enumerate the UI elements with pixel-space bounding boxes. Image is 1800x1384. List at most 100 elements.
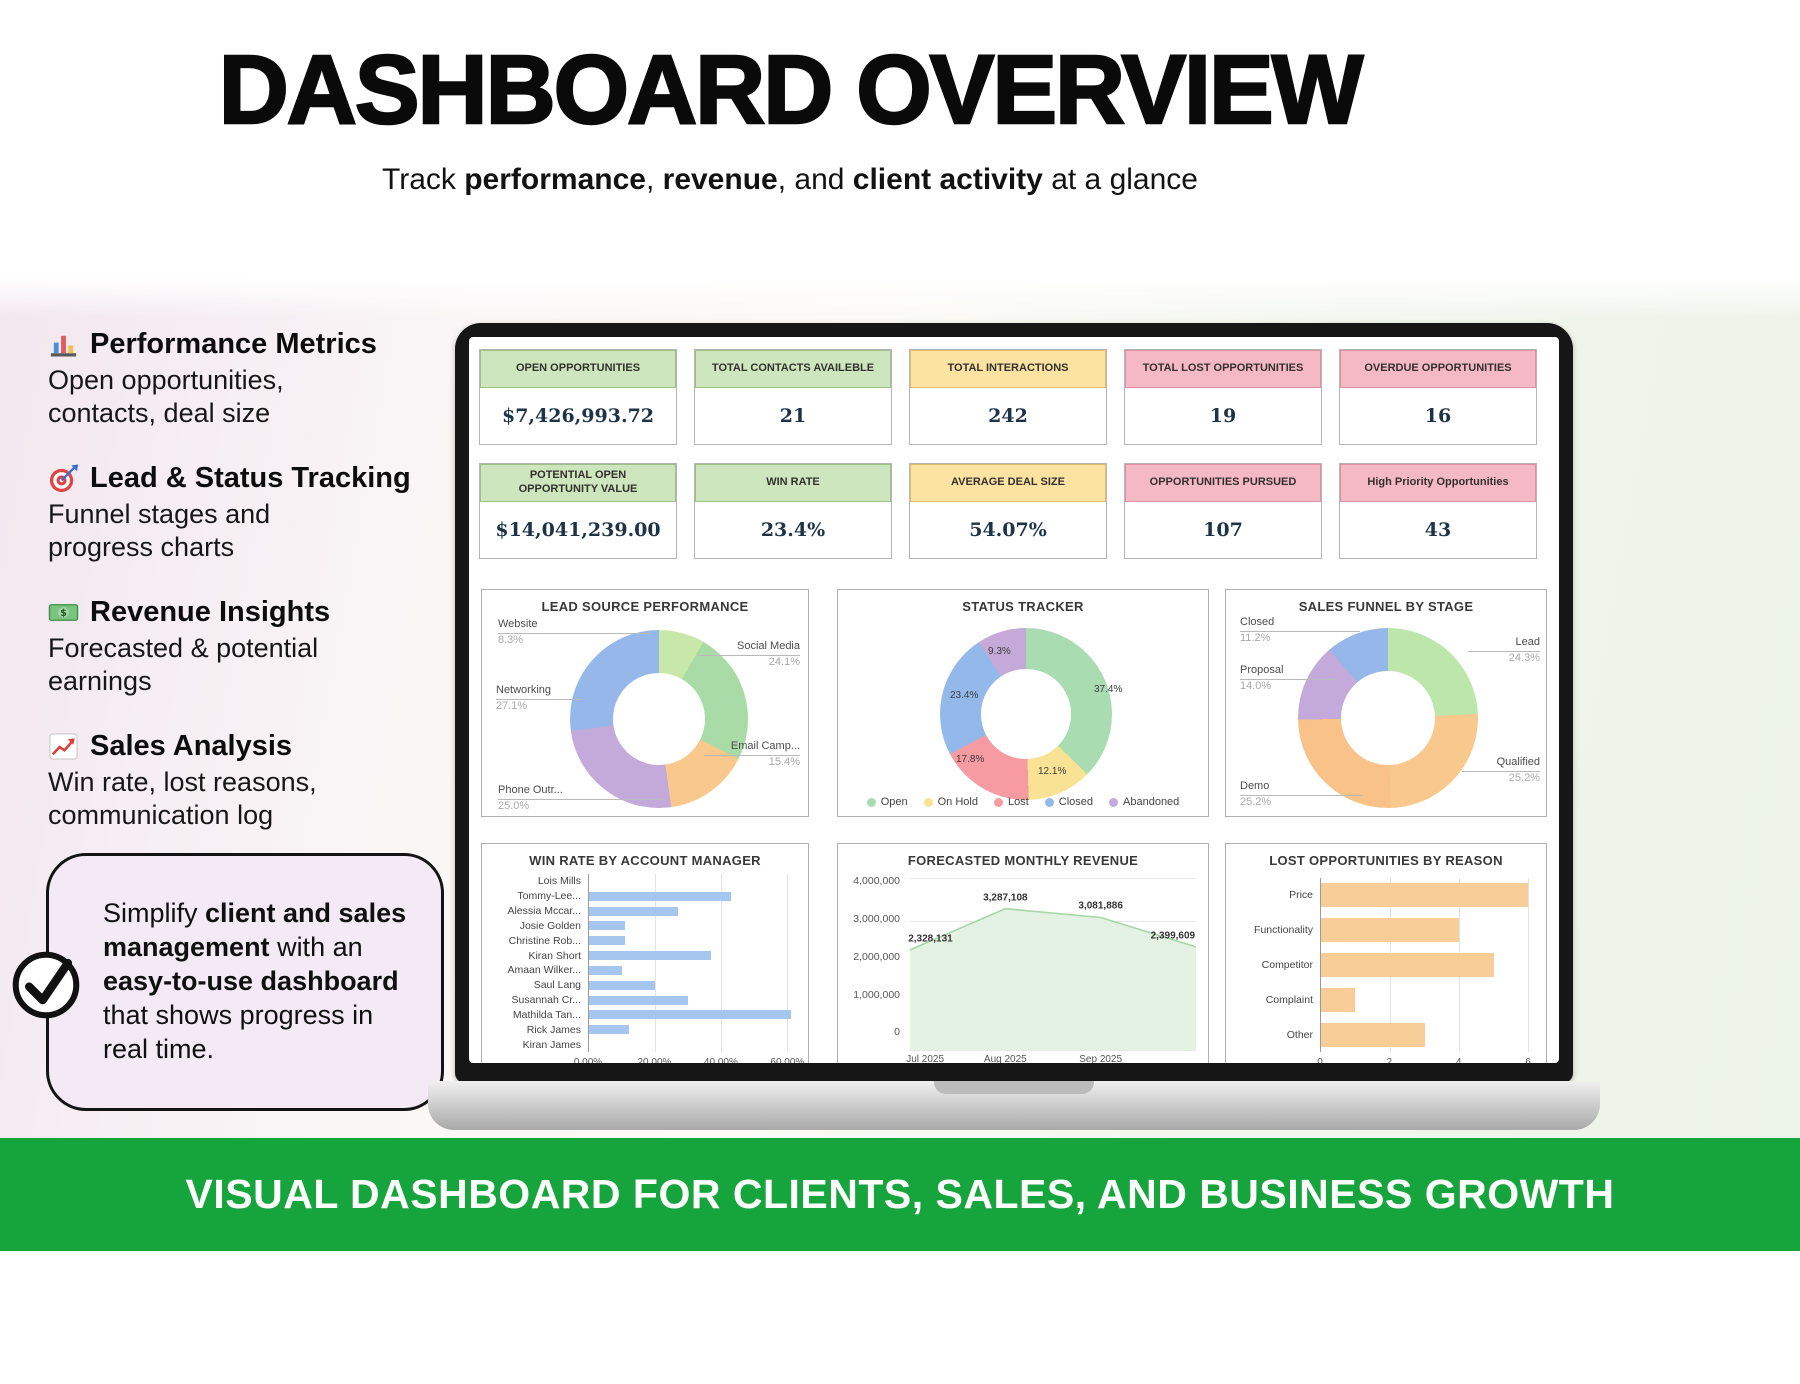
hero-header: DASHBOARD OVERVIEW Track performance, re… bbox=[90, 34, 1490, 197]
win-rate-panel: WIN RATE BY ACCOUNT MANAGER Lois Mills To… bbox=[481, 843, 809, 1063]
donut-label-percent: 24.3% bbox=[1508, 651, 1540, 664]
bar-category-labels: Price Functionality Competitor Complaint Oth… bbox=[1240, 878, 1320, 1052]
kpi-label: High Priority Opportunities bbox=[1340, 464, 1536, 502]
kpi-card: POTENTIAL OPEN OPPORTUNITY VALUE $14,041,… bbox=[479, 463, 677, 559]
kpi-card: OPPORTUNITIES PURSUED 107 bbox=[1124, 463, 1322, 559]
x-axis-ticks: 0.00% 20.00% 40.00% 60.00% bbox=[574, 1054, 804, 1063]
legend-item: Closed bbox=[1044, 796, 1094, 808]
donut-label-name: Networking bbox=[496, 684, 582, 700]
legend-label: Abandoned bbox=[1123, 796, 1180, 808]
bar-row bbox=[589, 936, 794, 946]
kpi-label: OPEN OPPORTUNITIES bbox=[480, 350, 676, 388]
feature-title: Revenue Insights bbox=[90, 595, 331, 628]
bar-category-label: Kiran James bbox=[522, 1038, 581, 1051]
bar-category-labels: Lois Mills Tommy-Lee... Alessia Mccar... Jo… bbox=[492, 874, 588, 1052]
donut-label-name: Qualified bbox=[1462, 756, 1540, 772]
bars bbox=[1321, 878, 1528, 1052]
data-point-label: 2,328,131 bbox=[908, 933, 953, 945]
data-point-label: 3,287,108 bbox=[983, 892, 1028, 904]
lost-reasons-panel: LOST OPPORTUNITIES BY REASON Price Functi… bbox=[1225, 843, 1547, 1063]
x-tick-label: Jul 2025 bbox=[906, 1054, 945, 1063]
bar-plot-area bbox=[1320, 878, 1529, 1052]
bar-category-label: Josie Golden bbox=[519, 919, 581, 932]
donut-percent-label: 17.8% bbox=[956, 754, 985, 765]
donut-label-name: Closed bbox=[1240, 616, 1360, 632]
bottom-banner: VISUAL DASHBOARD FOR CLIENTS, SALES, AND… bbox=[0, 1138, 1800, 1251]
kpi-label: TOTAL CONTACTS AVAILEBLE bbox=[695, 350, 891, 388]
bar-category-label: Susannah Cr... bbox=[511, 994, 581, 1007]
kpi-label: POTENTIAL OPEN OPPORTUNITY VALUE bbox=[480, 464, 676, 502]
donut-percent-label: 12.1% bbox=[1038, 766, 1067, 777]
donut-percent-label: 23.4% bbox=[950, 690, 979, 701]
donut-chart bbox=[940, 628, 1112, 800]
y-tick-label: 2,000,000 bbox=[853, 950, 900, 963]
kpi-value: 54.07% bbox=[969, 519, 1047, 541]
chart-title: FORECASTED MONTHLY REVENUE bbox=[907, 853, 1139, 868]
donut-percent-label: 37.4% bbox=[1094, 684, 1123, 695]
bar-row bbox=[589, 980, 794, 990]
bar-row bbox=[1321, 883, 1528, 908]
gridline bbox=[910, 878, 1196, 879]
banner-text: VISUAL DASHBOARD FOR CLIENTS, SALES, AND… bbox=[185, 1171, 1615, 1217]
kpi-label: AVERAGE DEAL SIZE bbox=[910, 464, 1106, 502]
kpi-label: WIN RATE bbox=[695, 464, 891, 502]
bar-category-label: Competitor bbox=[1261, 958, 1313, 971]
legend-label: Closed bbox=[1058, 796, 1094, 808]
legend-dot bbox=[1044, 797, 1054, 807]
donut-label: Social Media 24.1% bbox=[698, 640, 800, 670]
donut-label: Email Camp... 15.4% bbox=[704, 740, 800, 770]
kpi-card: WIN RATE 23.4% bbox=[694, 463, 892, 559]
gridline bbox=[1528, 878, 1529, 1052]
bar bbox=[1321, 952, 1494, 977]
kpi-label: OVERDUE OPPORTUNITIES bbox=[1340, 350, 1536, 388]
kpi-card: TOTAL INTERACTIONS 242 bbox=[909, 349, 1107, 445]
kpi-value: 19 bbox=[1209, 405, 1237, 427]
bar-row bbox=[589, 1040, 794, 1049]
kpi-card: High Priority Opportunities 43 bbox=[1339, 463, 1537, 559]
y-tick-label: 4,000,000 bbox=[853, 875, 900, 888]
data-point-label: 2,399,609 bbox=[1150, 930, 1196, 942]
kpi-card: TOTAL LOST OPPORTUNITIES 19 bbox=[1124, 349, 1322, 445]
donut-label: Phone Outr... 25.0% bbox=[498, 784, 664, 814]
donut-label: Qualified 25.2% bbox=[1462, 756, 1540, 786]
donut-label-name: Lead bbox=[1468, 636, 1540, 652]
donut-label: Networking 27.1% bbox=[496, 684, 582, 714]
donut-label: Closed 11.2% bbox=[1240, 616, 1360, 646]
kpi-value: $14,041,239.00 bbox=[495, 519, 661, 541]
feature-sales-analysis: Sales Analysis Win rate, lost reasons, c… bbox=[48, 730, 462, 833]
laptop-mockup: OPEN OPPORTUNITIES $7,426,993.72 TOTAL CON… bbox=[455, 323, 1573, 1083]
bar bbox=[589, 995, 689, 1005]
donut-chart bbox=[1298, 628, 1478, 808]
y-tick-label: 0 bbox=[894, 1026, 900, 1039]
bar-row bbox=[1321, 987, 1528, 1012]
bar bbox=[589, 1010, 791, 1020]
bar bbox=[589, 891, 732, 901]
x-tick-label: 4 bbox=[1455, 1057, 1462, 1063]
gridline bbox=[910, 1050, 1196, 1051]
donut-percent-label: 9.3% bbox=[988, 646, 1011, 657]
bar-category-label: Mathilda Tan... bbox=[512, 1008, 581, 1021]
bar-category-label: Saul Lang bbox=[533, 979, 581, 992]
chart-increasing-icon bbox=[49, 733, 78, 760]
bar-category-label: Price bbox=[1289, 889, 1313, 902]
bar-row bbox=[589, 906, 794, 916]
y-tick-label: 3,000,000 bbox=[853, 912, 900, 925]
donut-chart bbox=[570, 630, 748, 808]
legend-label: Lost bbox=[1007, 796, 1029, 808]
donut-label: Proposal 14.0% bbox=[1240, 664, 1336, 694]
x-tick-label: 40.00% bbox=[703, 1057, 738, 1063]
bar-chart-body: Price Functionality Competitor Complaint Oth… bbox=[1240, 878, 1531, 1063]
chart-title: SALES FUNNEL BY STAGE bbox=[1298, 599, 1474, 614]
callout-box: Simplify client and sales management wit… bbox=[12, 853, 444, 1111]
bar bbox=[589, 936, 626, 946]
kpi-value: 43 bbox=[1424, 519, 1452, 541]
bar-category-label: Other bbox=[1286, 1028, 1313, 1041]
bar-category-label: Functionality bbox=[1254, 924, 1313, 937]
bar bbox=[589, 1025, 629, 1035]
bar-category-label: Alessia Mccar... bbox=[507, 905, 581, 918]
x-tick-label: Aug 2025 bbox=[983, 1054, 1027, 1063]
donut-label-percent: 24.1% bbox=[768, 655, 800, 668]
forecast-panel: FORECASTED MONTHLY REVENUE 4,000,000 3,00… bbox=[837, 843, 1209, 1063]
donut-label-percent: 25.0% bbox=[498, 799, 530, 812]
donut-label-percent: 15.4% bbox=[768, 755, 800, 768]
